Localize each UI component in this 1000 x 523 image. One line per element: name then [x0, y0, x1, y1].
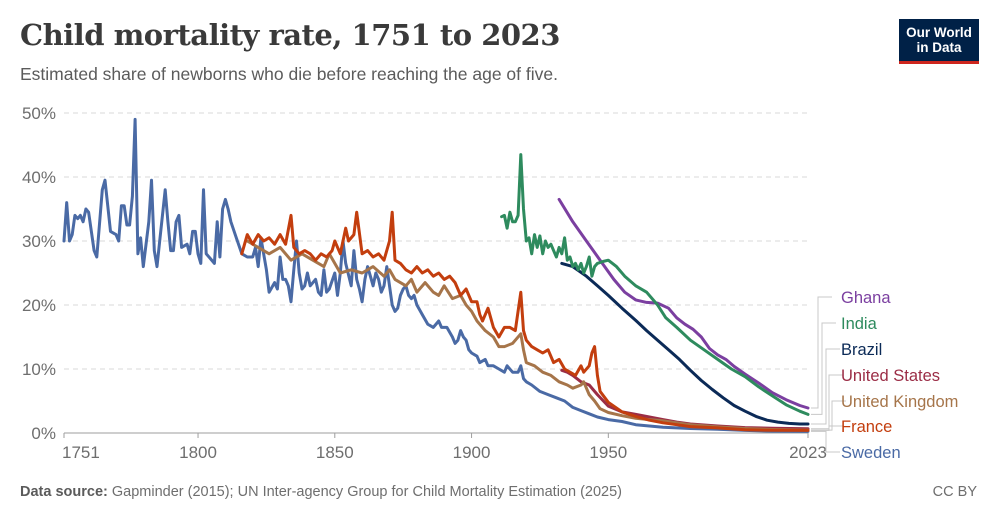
- series-lines: [62, 117, 810, 433]
- y-tick-label: 40%: [22, 168, 56, 187]
- x-tick-label: 1950: [589, 443, 627, 462]
- legend-label-united-states[interactable]: United States: [841, 367, 940, 385]
- x-tick-label: 1900: [453, 443, 491, 462]
- legend-connector: [811, 322, 836, 415]
- chart-subtitle: Estimated share of newborns who die befo…: [20, 64, 558, 84]
- y-tick-label: 20%: [22, 296, 56, 315]
- y-tick-label: 50%: [22, 104, 56, 123]
- data-source-text: Gapminder (2015); UN Inter-agency Group …: [107, 484, 622, 500]
- series-line-ghana[interactable]: [557, 197, 810, 410]
- y-tick-label: 30%: [22, 232, 56, 251]
- legend-connector: [811, 296, 832, 409]
- logo-line-2: in Data: [916, 40, 962, 55]
- x-axis: 1751 1800 1850 1900 1950 2023: [62, 432, 827, 462]
- series-line-france[interactable]: [240, 210, 810, 432]
- x-tick-label: 2023: [789, 443, 827, 462]
- y-tick-label: 10%: [22, 360, 56, 379]
- grid-lines: [64, 112, 808, 370]
- series-line-brazil[interactable]: [560, 261, 810, 426]
- legend-connector: [811, 430, 840, 453]
- series-line-united-kingdom[interactable]: [245, 239, 810, 432]
- x-tick-label: 1800: [179, 443, 217, 462]
- series-line-sweden[interactable]: [62, 117, 810, 433]
- legend: Ghana India Brazil United States United King…: [811, 289, 958, 462]
- legend-connector: [811, 374, 843, 430]
- legend-connector: [811, 348, 840, 425]
- series-line-india[interactable]: [500, 153, 810, 416]
- legend-label-india[interactable]: India: [841, 315, 878, 333]
- chart-title: Child mortality rate, 1751 to 2023: [20, 18, 560, 52]
- legend-label-france[interactable]: France: [841, 418, 892, 436]
- legend-label-sweden[interactable]: Sweden: [841, 444, 901, 462]
- owid-logo[interactable]: Our World in Data: [899, 19, 979, 64]
- legend-label-united-kingdom[interactable]: United Kingdom: [841, 393, 958, 411]
- x-tick-label: 1751: [62, 443, 100, 462]
- legend-label-ghana[interactable]: Ghana: [841, 289, 891, 307]
- legend-label-brazil[interactable]: Brazil: [841, 341, 882, 359]
- data-source-label: Data source:: [20, 484, 108, 500]
- data-source-note: Data source: Gapminder (2015); UN Inter-…: [20, 484, 622, 500]
- legend-connector: [811, 425, 843, 431]
- x-tick-label: 1850: [316, 443, 354, 462]
- y-tick-label: 0%: [31, 424, 56, 443]
- logo-line-1: Our World: [906, 25, 972, 40]
- license-label[interactable]: CC BY: [932, 484, 977, 500]
- y-axis-labels: 0% 10% 20% 30% 40% 50%: [22, 104, 56, 443]
